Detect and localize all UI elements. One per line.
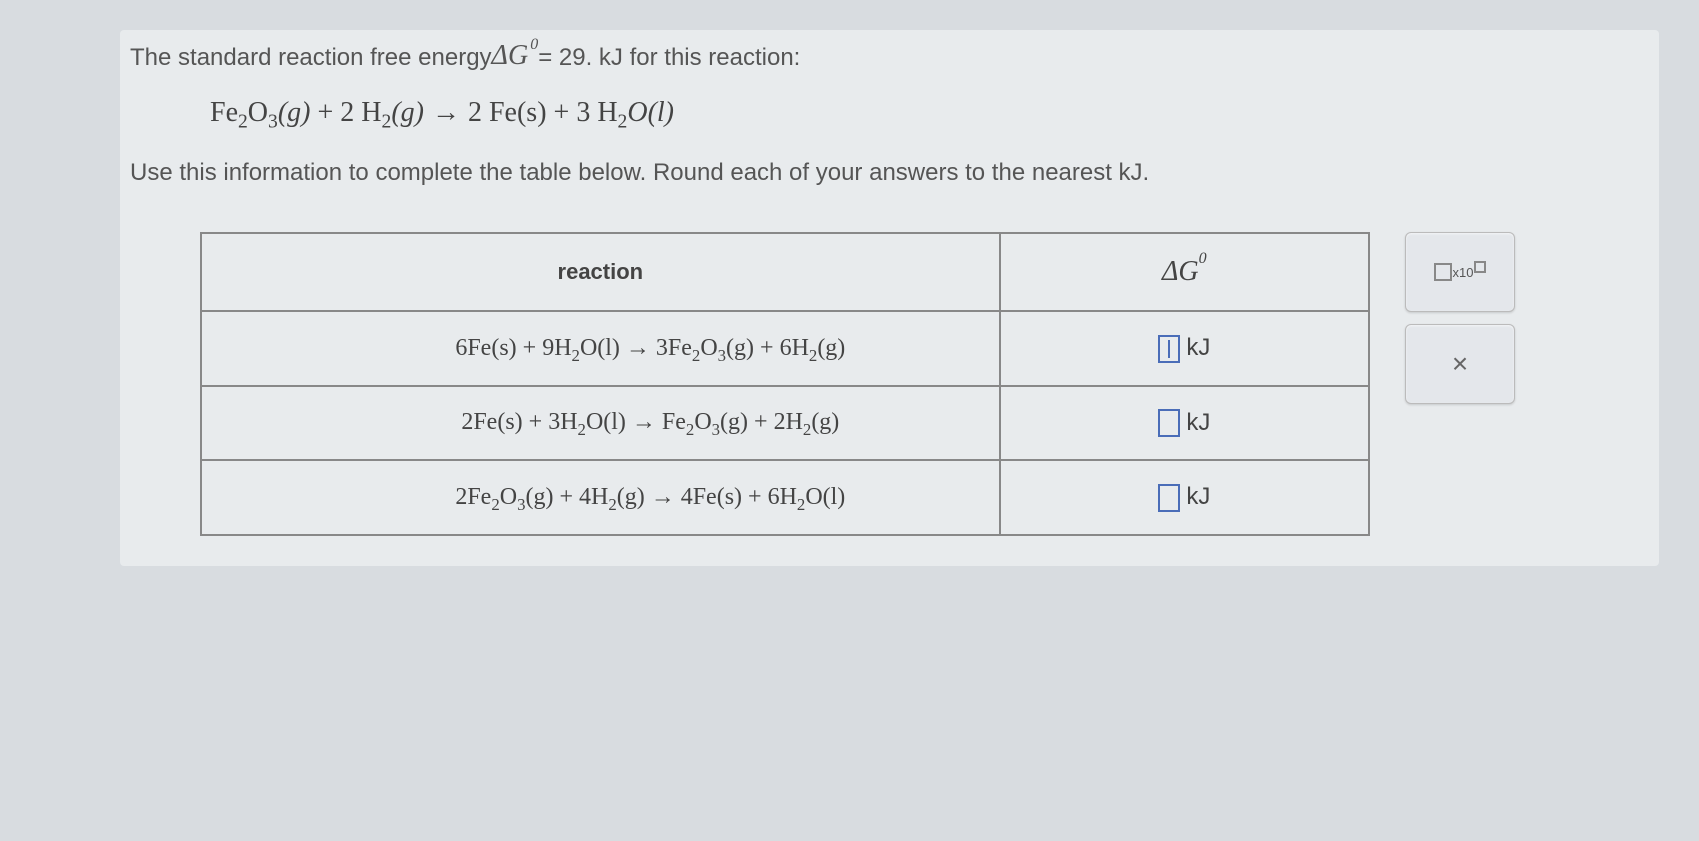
reset-button[interactable]: × <box>1405 324 1515 404</box>
delta-g-symbol: ΔG0 <box>492 40 539 72</box>
unit-label: kJ <box>1186 483 1210 510</box>
close-icon: × <box>1452 348 1468 380</box>
sci-notation-icon: x10 <box>1434 261 1487 283</box>
reaction-table: reaction ΔG0 6Fe(s) + 9H2O(l) → 3Fe2O3(g… <box>200 232 1370 536</box>
problem-content: The standard reaction free energy ΔG0 = … <box>120 30 1659 566</box>
table-row: 2Fe2O3(g) + 4H2(g) → 4Fe(s) + 6H2O(l) kJ <box>201 460 1369 535</box>
answer-cell-2[interactable]: kJ <box>1000 386 1369 461</box>
answer-input-2[interactable] <box>1158 409 1180 437</box>
unit-label: kJ <box>1186 334 1210 361</box>
table-row: 2Fe(s) + 3H2O(l) → Fe2O3(g) + 2H2(g) kJ <box>201 386 1369 461</box>
header-delta-g: ΔG0 <box>1000 233 1369 311</box>
table-row: 6Fe(s) + 9H2O(l) → 3Fe2O3(g) + 6H2(g) kJ <box>201 311 1369 386</box>
unit-label: kJ <box>1186 409 1210 436</box>
main-equation: Fe2O3(g) + 2 H2(g)→2 Fe(s) + 3 H2O(l) <box>210 97 1629 129</box>
tool-panel: x10 × <box>1405 232 1515 404</box>
table-header-row: reaction ΔG0 <box>201 233 1369 311</box>
intro-prefix: The standard reaction free energy <box>130 44 492 72</box>
instruction-text: Use this information to complete the tab… <box>130 159 1629 187</box>
intro-value: = 29. kJ for this reaction: <box>538 44 800 72</box>
reaction-cell-1: 6Fe(s) + 9H2O(l) → 3Fe2O3(g) + 6H2(g) <box>201 311 1000 386</box>
answer-input-3[interactable] <box>1158 484 1180 512</box>
sci-notation-button[interactable]: x10 <box>1405 232 1515 312</box>
answer-cell-3[interactable]: kJ <box>1000 460 1369 535</box>
reaction-cell-2: 2Fe(s) + 3H2O(l) → Fe2O3(g) + 2H2(g) <box>201 386 1000 461</box>
table-row-container: reaction ΔG0 6Fe(s) + 9H2O(l) → 3Fe2O3(g… <box>130 232 1629 536</box>
intro-text: The standard reaction free energy ΔG0 = … <box>130 40 1629 72</box>
reaction-cell-3: 2Fe2O3(g) + 4H2(g) → 4Fe(s) + 6H2O(l) <box>201 460 1000 535</box>
answer-cell-1[interactable]: kJ <box>1000 311 1369 386</box>
header-reaction: reaction <box>201 233 1000 311</box>
answer-input-1[interactable] <box>1158 335 1180 363</box>
